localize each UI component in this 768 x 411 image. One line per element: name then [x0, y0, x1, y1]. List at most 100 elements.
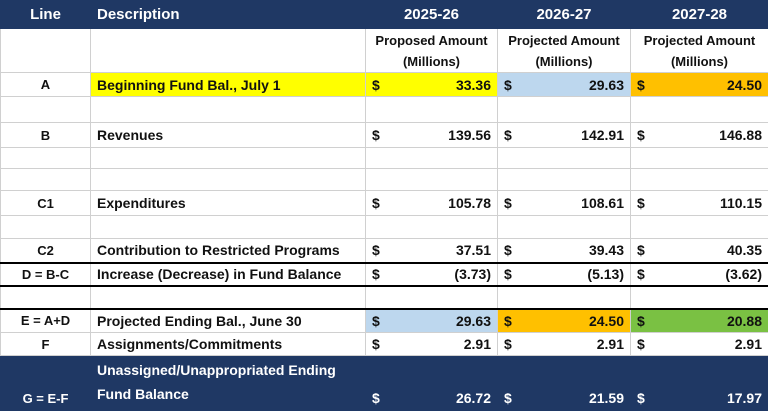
empty-cell — [1, 286, 91, 309]
amount-wrap: $2.91 — [504, 336, 624, 352]
amount-wrap: $139.56 — [372, 127, 491, 143]
amount-wrap: $2.91 — [637, 336, 762, 352]
amount: 29.63 — [589, 77, 624, 93]
header-cell: 2027-28 — [631, 1, 768, 29]
empty-cell — [1, 169, 91, 191]
subheader-line: Projected Amount — [504, 30, 624, 51]
table-row — [1, 169, 768, 191]
currency-symbol: $ — [372, 127, 380, 143]
description: Increase (Decrease) in Fund Balance — [91, 263, 366, 286]
currency-symbol: $ — [504, 390, 512, 406]
amount: 29.63 — [456, 313, 491, 329]
currency-symbol: $ — [637, 242, 645, 258]
amount-wrap: $110.15 — [637, 195, 762, 211]
header-cell: Description — [91, 1, 366, 29]
line-label: B — [1, 123, 91, 148]
amount-wrap: $ (3.73) — [372, 266, 491, 282]
amount-cell: $139.56 — [366, 123, 498, 148]
line-label: G = E-F — [1, 356, 91, 411]
amount: 39.43 — [589, 242, 624, 258]
empty-cell — [631, 97, 768, 123]
amount-cell: $40.35 — [631, 239, 768, 263]
amount-cell: $24.50 — [631, 73, 768, 97]
amount-wrap: $17.97 — [637, 390, 762, 406]
description: Projected Ending Bal., June 30 — [91, 309, 366, 333]
amount: 17.97 — [727, 390, 762, 406]
currency-symbol: $ — [504, 313, 512, 329]
amount-wrap: $105.78 — [372, 195, 491, 211]
amount-cell: $21.59 — [498, 356, 631, 411]
amount: (3.73) — [454, 266, 491, 282]
subheader-cell: Proposed Amount(Millions) — [366, 29, 498, 73]
empty-cell — [498, 169, 631, 191]
amount-cell: $2.91 — [498, 333, 631, 356]
line-label: A — [1, 73, 91, 97]
header-cell: Line — [1, 1, 91, 29]
description: Revenues — [91, 123, 366, 148]
empty-cell — [366, 148, 498, 169]
empty-cell — [631, 286, 768, 309]
amount-cell: $2.91 — [631, 333, 768, 356]
empty-cell — [498, 97, 631, 123]
description: Expenditures — [91, 191, 366, 216]
amount-wrap: $(5.13) — [504, 266, 624, 282]
empty-cell — [1, 29, 91, 73]
empty-cell — [91, 286, 366, 309]
amount: 37.51 — [456, 242, 491, 258]
table-row — [1, 216, 768, 239]
amount-cell: $39.43 — [498, 239, 631, 263]
amount-cell: $146.88 — [631, 123, 768, 148]
amount-wrap: $29.63 — [504, 77, 624, 93]
currency-symbol: $ — [504, 127, 512, 143]
currency-symbol: $ — [637, 195, 645, 211]
amount-cell: $(5.13) — [498, 263, 631, 286]
amount-cell: $37.51 — [366, 239, 498, 263]
empty-cell — [366, 169, 498, 191]
amount: 20.88 — [727, 313, 762, 329]
table-row — [1, 148, 768, 169]
amount: (3.62) — [725, 266, 762, 282]
empty-cell — [498, 286, 631, 309]
table-row — [1, 286, 768, 309]
subheader-line: (Millions) — [372, 51, 491, 72]
amount-wrap: $29.63 — [372, 313, 491, 329]
amount-wrap: $37.51 — [372, 242, 491, 258]
empty-cell — [631, 169, 768, 191]
amount: 110.15 — [720, 195, 762, 211]
amount-cell: $110.15 — [631, 191, 768, 216]
amount-cell: $ (3.62) — [631, 263, 768, 286]
empty-cell — [91, 148, 366, 169]
amount-cell: $108.61 — [498, 191, 631, 216]
currency-symbol: $ — [637, 266, 645, 282]
line-label: C1 — [1, 191, 91, 216]
header-cell: 2026-27 — [498, 1, 631, 29]
amount: 142.91 — [581, 127, 624, 143]
currency-symbol: $ — [372, 266, 380, 282]
amount-wrap: $20.88 — [637, 313, 762, 329]
currency-symbol: $ — [637, 313, 645, 329]
amount: 105.78 — [448, 195, 491, 211]
empty-cell — [1, 148, 91, 169]
amount: 24.50 — [589, 313, 624, 329]
line-label: D = B-C — [1, 263, 91, 286]
empty-cell — [631, 148, 768, 169]
amount-cell: $24.50 — [498, 309, 631, 333]
empty-cell — [631, 216, 768, 239]
amount-wrap: $33.36 — [372, 77, 491, 93]
subheader-line: Proposed Amount — [372, 30, 491, 51]
amount-wrap: $26.72 — [372, 390, 491, 406]
amount-cell: $105.78 — [366, 191, 498, 216]
currency-symbol: $ — [504, 336, 512, 352]
currency-symbol: $ — [637, 390, 645, 406]
amount-cell: $17.97 — [631, 356, 768, 411]
amount: 40.35 — [727, 242, 762, 258]
currency-symbol: $ — [637, 336, 645, 352]
header-cell: 2025-26 — [366, 1, 498, 29]
